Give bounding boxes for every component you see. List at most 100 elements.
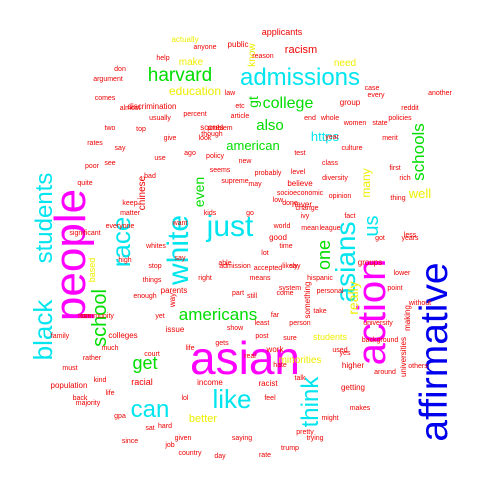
word-real: real — [244, 353, 256, 360]
word-whole: whole — [320, 115, 339, 122]
word-look: look — [199, 135, 212, 142]
word-actually: actually — [171, 35, 198, 44]
word-feel: feel — [264, 395, 276, 402]
word-years: years — [401, 235, 419, 242]
word-keep: keep — [122, 200, 137, 207]
word-hate: hate — [273, 362, 287, 369]
word-colleges: colleges — [108, 331, 137, 340]
word-american: american — [226, 138, 279, 153]
word-still: still — [247, 293, 258, 300]
word-action: action — [350, 259, 394, 366]
word-country: country — [179, 450, 202, 457]
word-quite: quite — [77, 180, 92, 187]
word-person: person — [289, 320, 311, 327]
word-students: students — [313, 332, 348, 342]
word-like: like — [212, 384, 251, 414]
word-without: without — [408, 300, 431, 307]
word-lol: lol — [181, 395, 188, 402]
word-lot: lot — [261, 250, 268, 257]
word-lower: lower — [394, 270, 411, 277]
word-schools: schools — [409, 123, 428, 181]
word-asians: asians — [330, 222, 361, 303]
word-state: state — [372, 120, 387, 127]
word-back: back — [73, 395, 88, 402]
word-change: change — [296, 205, 319, 212]
word-every: every — [367, 92, 385, 99]
word-non: non — [78, 313, 90, 320]
word-significant: significant — [69, 230, 100, 237]
word-people: people — [46, 189, 95, 321]
word-race: race — [106, 217, 136, 268]
word-know: know — [247, 43, 258, 67]
word-trump: trump — [281, 445, 299, 452]
word-even: even — [191, 177, 207, 207]
word-racial: racial — [131, 377, 153, 387]
word-end: end — [304, 115, 316, 122]
word-gets: gets — [215, 340, 229, 347]
word-policies: policies — [388, 115, 412, 122]
word-pretty: pretty — [296, 429, 314, 436]
word-black: black — [28, 299, 58, 361]
word-groups: groups — [358, 258, 382, 267]
word-ago: ago — [184, 150, 196, 157]
word-life: life — [186, 345, 195, 352]
word-rates: rates — [87, 140, 103, 147]
word-new: new — [239, 158, 253, 165]
word-article: article — [231, 113, 250, 120]
word-show: show — [227, 325, 244, 332]
word-come: come — [276, 290, 293, 297]
word-one: one — [314, 240, 334, 270]
word-issue: issue — [166, 325, 185, 334]
word-get: get — [132, 353, 157, 373]
word-system: system — [279, 285, 301, 292]
word-parents: parents — [161, 286, 188, 295]
word-policy: policy — [206, 153, 224, 160]
word-mean: mean — [301, 225, 319, 232]
word-time: time — [279, 243, 292, 250]
word-given: given — [175, 435, 192, 442]
word-test: test — [294, 150, 305, 157]
word-anyone: anyone — [194, 44, 217, 51]
word-day: day — [214, 453, 226, 460]
word-college: college — [263, 95, 314, 112]
word-americans: americans — [179, 305, 257, 324]
word-https: https — [311, 129, 340, 144]
word-school: school — [89, 289, 111, 347]
word-post: post — [255, 333, 268, 340]
word-least: least — [255, 320, 270, 327]
word-admission: admission — [219, 263, 251, 270]
word-chinese: chinese — [137, 175, 148, 210]
word-whites: whites — [145, 243, 166, 250]
word-minorities: minorities — [279, 355, 322, 366]
word-supreme: supreme — [221, 178, 248, 185]
word-affirmative: affirmative — [413, 262, 456, 441]
word-percent: percent — [183, 111, 206, 118]
word-kids: kids — [204, 210, 217, 217]
word-say: say — [290, 263, 301, 270]
word-education: education — [169, 84, 221, 98]
word-hard: hard — [158, 423, 172, 430]
word-seems: seems — [210, 167, 231, 174]
word-higher: higher — [342, 361, 365, 370]
word-low: low — [273, 197, 284, 204]
word-point: point — [387, 285, 402, 292]
word-must: must — [62, 365, 77, 372]
word-public: public — [228, 40, 249, 49]
word-give: give — [164, 135, 177, 142]
word-way: way — [168, 293, 177, 308]
word-means: means — [249, 275, 271, 282]
word-argument: argument — [93, 76, 123, 83]
word-gpa: gpa — [114, 413, 126, 420]
word-income: income — [197, 378, 223, 387]
word-year: year — [325, 134, 339, 141]
word-problem: problem — [207, 125, 232, 132]
word-around: around — [374, 369, 396, 376]
word-talk: talk — [295, 375, 306, 382]
word-us: us — [361, 215, 383, 236]
word-hispanic: hispanic — [307, 275, 333, 282]
word-harvard: harvard — [148, 65, 212, 86]
word-another: another — [428, 90, 452, 97]
word-admissions: admissions — [240, 64, 360, 91]
